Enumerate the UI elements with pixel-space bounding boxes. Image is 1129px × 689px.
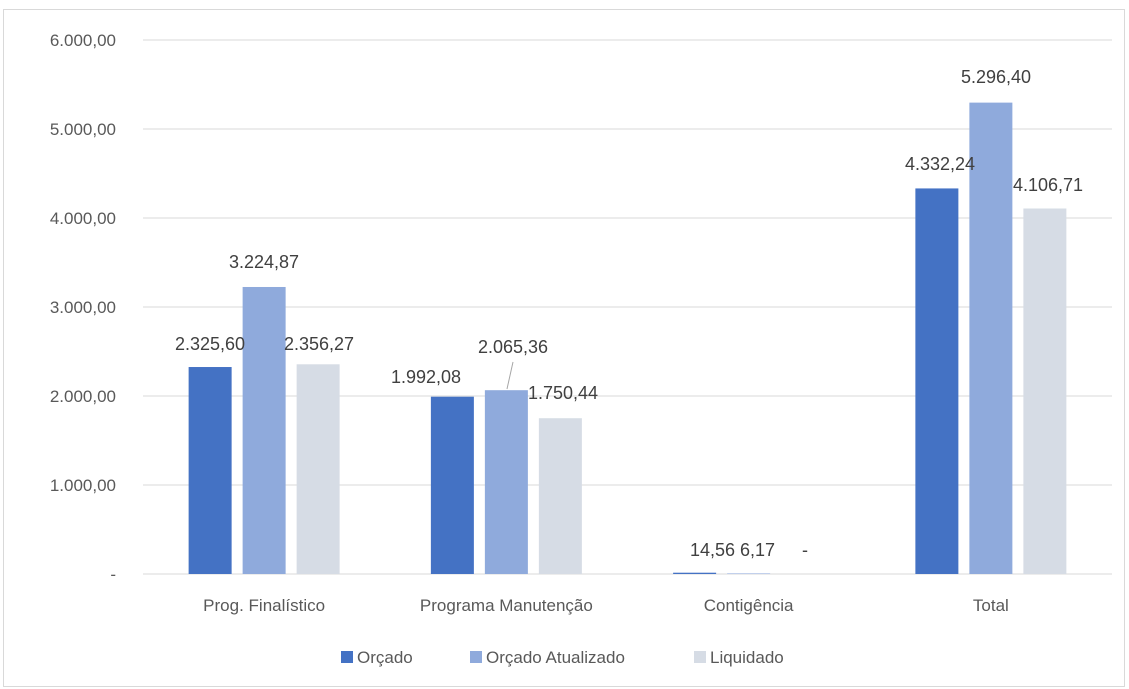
- data-labels: 2.325,60 1.992,08 14,56 4.332,24 3.224,87 2.0…: [175, 67, 1083, 560]
- data-label: 6,17: [740, 540, 775, 560]
- data-label: 4.106,71: [1013, 175, 1083, 195]
- leader-line: [506, 361, 514, 390]
- data-label: 1.750,44: [528, 383, 598, 403]
- bar: [430, 396, 474, 574]
- bar: [969, 102, 1013, 575]
- y-tick-label: 4.000,00: [50, 209, 116, 228]
- data-label: 14,56: [690, 540, 735, 560]
- data-label: 2.065,36: [478, 337, 548, 357]
- legend: Orçado Orçado Atualizado Liquidado: [341, 648, 784, 667]
- legend-swatch: [470, 651, 482, 663]
- y-tick-label: 3.000,00: [50, 298, 116, 317]
- category-label: Contigência: [704, 596, 794, 615]
- y-tick-label: 5.000,00: [50, 120, 116, 139]
- data-label: -: [802, 540, 808, 560]
- data-label: 1.992,08: [391, 367, 461, 387]
- legend-label: Orçado Atualizado: [486, 648, 625, 667]
- bar: [296, 364, 340, 574]
- category-label: Total: [973, 596, 1009, 615]
- category-label: Prog. Finalístico: [203, 596, 325, 615]
- x-axis-categories: Prog. Finalístico Programa Manutenção Cont…: [203, 596, 1009, 615]
- data-label: 5.296,40: [961, 67, 1031, 87]
- category-label: Programa Manutenção: [420, 596, 593, 615]
- legend-swatch: [341, 651, 353, 663]
- legend-label: Liquidado: [710, 648, 784, 667]
- data-label: 4.332,24: [905, 154, 975, 174]
- y-axis-ticks: - 1.000,00 2.000,00 3.000,00 4.000,00 5.000,0…: [50, 31, 116, 584]
- bar: [188, 367, 232, 574]
- data-label: 2.356,27: [284, 334, 354, 354]
- bar: [1023, 208, 1067, 574]
- data-label: 2.325,60: [175, 334, 245, 354]
- bar: [242, 286, 286, 574]
- legend-swatch: [694, 651, 706, 663]
- bar: [727, 573, 771, 574]
- bar: [915, 188, 959, 574]
- bar: [538, 418, 582, 574]
- gridlines: [143, 39, 1112, 575]
- bar: [484, 390, 528, 574]
- y-tick-label: 1.000,00: [50, 476, 116, 495]
- bar: [673, 572, 717, 574]
- y-tick-label: 6.000,00: [50, 31, 116, 50]
- y-tick-label: 2.000,00: [50, 387, 116, 406]
- y-tick-label: -: [110, 565, 116, 584]
- bars: [188, 102, 1067, 575]
- data-label: 3.224,87: [229, 252, 299, 272]
- legend-label: Orçado: [357, 648, 413, 667]
